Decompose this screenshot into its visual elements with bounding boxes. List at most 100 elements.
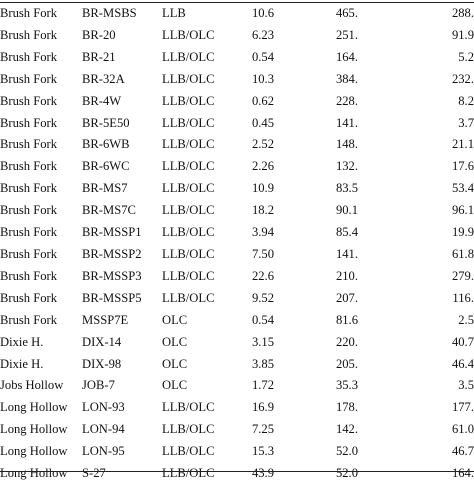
- site-cell: BR-MSSP3: [82, 268, 142, 283]
- table-row: Brush Fork BR-6WB LLB/OLC 2.52 148. 21.1: [0, 134, 474, 156]
- location-cell: Brush Fork: [0, 268, 58, 283]
- value1-cell: 22.6: [251, 268, 274, 283]
- value1-cell: 10.3: [251, 71, 274, 86]
- value2-cell: 178.: [335, 400, 358, 415]
- value1-cell: 9.52: [251, 290, 274, 305]
- table-bottom-rule: [0, 471, 474, 472]
- value2-cell: 220.: [335, 334, 358, 349]
- table-row: Long Hollow LON-93 LLB/OLC 16.9 178. 177.: [0, 397, 474, 419]
- value2-cell: 465.: [335, 6, 358, 20]
- method-cell: LLB: [162, 6, 186, 20]
- method-cell: OLC: [162, 378, 188, 393]
- site-cell: BR-6WB: [82, 137, 130, 152]
- site-cell: BR-MSSP2: [82, 246, 142, 261]
- location-cell: Brush Fork: [0, 27, 58, 42]
- value2-cell: 384.: [335, 71, 358, 86]
- table-body: Brush Fork BR-MSBS LLB 10.6 465. 288. Brush Fo…: [0, 3, 474, 485]
- value1-cell: 1.72: [251, 378, 274, 393]
- method-cell: LLB/OLC: [162, 400, 215, 415]
- value2-cell: 83.5: [335, 181, 358, 196]
- value1-cell: 0.54: [251, 49, 274, 64]
- value3-cell: 21.1: [451, 137, 474, 152]
- site-cell: LON-93: [82, 400, 125, 415]
- site-cell: DIX-98: [82, 356, 122, 371]
- value3-cell: 96.1: [451, 203, 474, 218]
- location-cell: Long Hollow: [0, 444, 68, 459]
- value1-cell: 3.15: [251, 334, 274, 349]
- value3-cell: 8.2: [458, 93, 474, 108]
- table-row: Brush Fork BR-6WC LLB/OLC 2.26 132. 17.6: [0, 156, 474, 178]
- method-cell: LLB/OLC: [162, 444, 215, 459]
- table-row: Brush Fork BR-20 LLB/OLC 6.23 251. 91.9: [0, 25, 474, 47]
- value3-cell: 46.7: [451, 444, 474, 459]
- value2-cell: 52.0: [335, 444, 358, 459]
- table-row: Jobs Hollow JOB-7 OLC 1.72 35.3 3.5: [0, 375, 474, 397]
- value3-cell: 61.8: [451, 246, 474, 261]
- value3-cell: 5.2: [458, 49, 474, 64]
- table-row: Dixie H. DIX-14 OLC 3.15 220. 40.7: [0, 332, 474, 354]
- table-top-rule: [0, 2, 474, 3]
- method-cell: LLB/OLC: [162, 137, 215, 152]
- table-row: Brush Fork BR-MS7C LLB/OLC 18.2 90.1 96.1: [0, 200, 474, 222]
- location-cell: Brush Fork: [0, 6, 58, 20]
- value1-cell: 0.62: [251, 93, 274, 108]
- value3-cell: 61.0: [451, 422, 474, 437]
- location-cell: Dixie H.: [0, 356, 44, 371]
- value2-cell: 148.: [335, 137, 358, 152]
- location-cell: Brush Fork: [0, 93, 58, 108]
- value2-cell: 90.1: [335, 203, 358, 218]
- value1-cell: 16.9: [251, 400, 274, 415]
- location-cell: Brush Fork: [0, 71, 58, 86]
- table-row: Brush Fork BR-MS7 LLB/OLC 10.9 83.5 53.4: [0, 178, 474, 200]
- site-cell: MSSP7E: [82, 312, 129, 327]
- value2-cell: 210.: [335, 268, 358, 283]
- site-cell: LON-95: [82, 444, 125, 459]
- method-cell: LLB/OLC: [162, 225, 215, 240]
- location-cell: Brush Fork: [0, 159, 58, 174]
- value2-cell: 141.: [335, 115, 358, 130]
- value2-cell: 142.: [335, 422, 358, 437]
- value1-cell: 7.50: [251, 246, 274, 261]
- table-row: Brush Fork BR-MSSP1 LLB/OLC 3.94 85.4 19.9: [0, 222, 474, 244]
- method-cell: OLC: [162, 356, 188, 371]
- data-table: Brush Fork BR-MSBS LLB 10.6 465. 288. Brush Fo…: [0, 3, 474, 485]
- value2-cell: 164.: [335, 49, 358, 64]
- site-cell: JOB-7: [82, 378, 115, 393]
- method-cell: LLB/OLC: [162, 268, 215, 283]
- value1-cell: 18.2: [251, 203, 274, 218]
- site-cell: BR-MSBS: [82, 6, 137, 20]
- method-cell: LLB/OLC: [162, 181, 215, 196]
- value1-cell: 10.9: [251, 181, 274, 196]
- value3-cell: 232.: [451, 71, 474, 86]
- location-cell: Brush Fork: [0, 203, 58, 218]
- method-cell: LLB/OLC: [162, 422, 215, 437]
- value2-cell: 207.: [335, 290, 358, 305]
- location-cell: Long Hollow: [0, 400, 68, 415]
- method-cell: LLB/OLC: [162, 49, 215, 64]
- method-cell: LLB/OLC: [162, 203, 215, 218]
- value3-cell: 91.9: [451, 27, 474, 42]
- value3-cell: 46.4: [451, 356, 474, 371]
- table-row: Brush Fork BR-MSBS LLB 10.6 465. 288.: [0, 3, 474, 25]
- method-cell: LLB/OLC: [162, 71, 215, 86]
- value3-cell: 279.: [451, 268, 474, 283]
- table-row: Brush Fork BR-MSSP3 LLB/OLC 22.6 210. 279.: [0, 266, 474, 288]
- table-row: Brush Fork BR-MSSP5 LLB/OLC 9.52 207. 116.: [0, 288, 474, 310]
- location-cell: Brush Fork: [0, 246, 58, 261]
- site-cell: BR-MS7C: [82, 203, 136, 218]
- value3-cell: 3.5: [458, 378, 474, 393]
- value3-cell: 19.9: [451, 225, 474, 240]
- value1-cell: 6.23: [251, 27, 274, 42]
- value2-cell: 141.: [335, 246, 358, 261]
- table-row: Brush Fork BR-21 LLB/OLC 0.54 164. 5.2: [0, 47, 474, 69]
- location-cell: Jobs Hollow: [0, 378, 64, 393]
- value1-cell: 0.45: [251, 115, 274, 130]
- method-cell: LLB/OLC: [162, 115, 215, 130]
- site-cell: BR-MSSP5: [82, 290, 142, 305]
- value1-cell: 10.6: [251, 6, 274, 20]
- location-cell: Brush Fork: [0, 312, 58, 327]
- value3-cell: 116.: [452, 290, 474, 305]
- value2-cell: 35.3: [335, 378, 358, 393]
- value3-cell: 288.: [451, 6, 474, 20]
- value3-cell: 2.5: [458, 312, 474, 327]
